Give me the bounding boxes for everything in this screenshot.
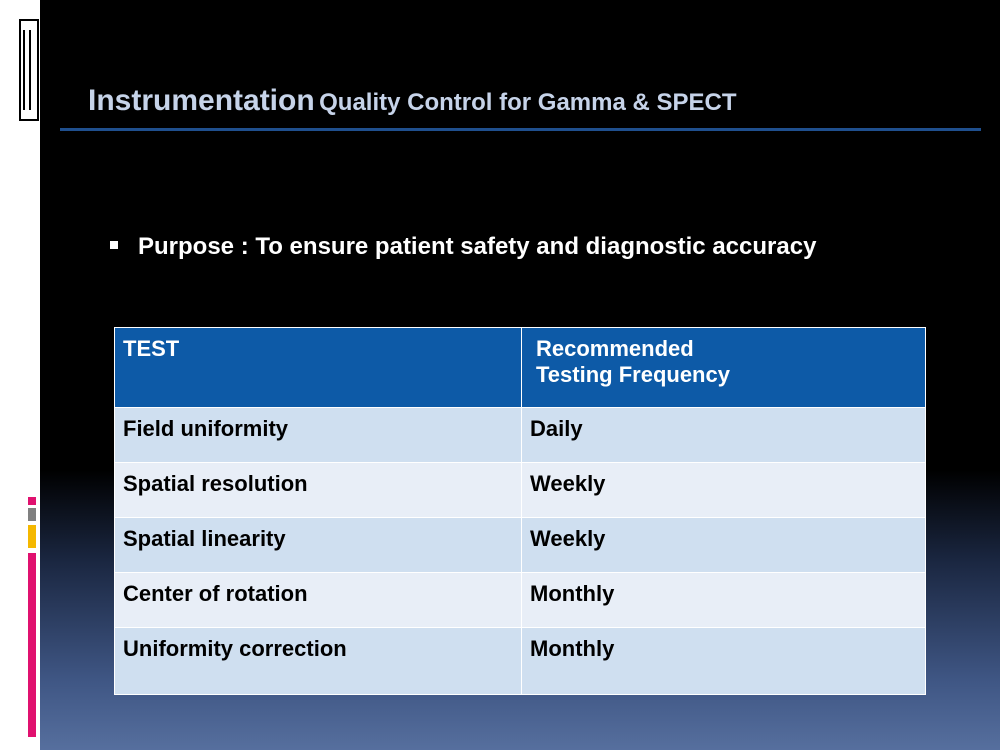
table-cell: Uniformity correction [114,627,522,695]
header-text: TEST [123,336,180,361]
cell-text: Monthly [530,636,615,661]
corner-icon [19,19,39,121]
accent [28,508,36,521]
slide-title: Instrumentation Quality Control for Gamm… [88,84,737,118]
bullet: Purpose : To ensure patient safety and d… [110,233,816,261]
cell-text: Monthly [530,581,615,606]
table-row: Field uniformity Daily [114,407,926,463]
table-cell: Weekly [521,462,926,518]
table-body: Field uniformity Daily Spatial resolution W… [114,407,926,695]
header-line: Testing Frequency [536,362,730,387]
cell-text: Spatial linearity [123,526,286,551]
title-main: Instrumentation [88,84,315,117]
table-row: Uniformity correction Monthly [114,627,926,695]
table-row: Center of rotation Monthly [114,572,926,628]
accent [28,553,36,737]
header-cell: TEST [114,327,522,408]
accent [28,525,36,548]
table-row: Spatial resolution Weekly [114,462,926,518]
qc-table: TEST Recommended Testing Frequency Field u… [114,327,926,695]
header-line: Recommended [536,336,694,361]
cell-text: Uniformity correction [123,636,347,661]
cell-text: Daily [530,416,583,441]
table-cell: Spatial linearity [114,517,522,573]
cell-text: Weekly [530,526,606,551]
cell-text: Field uniformity [123,416,288,441]
cell-text: Spatial resolution [123,471,308,496]
table-cell: Monthly [521,572,926,628]
cell-text: Weekly [530,471,606,496]
title-sub: Quality Control for Gamma & SPECT [319,89,737,116]
table-row: Spatial linearity Weekly [114,517,926,573]
cell-text: Center of rotation [123,581,308,606]
table-cell: Center of rotation [114,572,522,628]
table-cell: Field uniformity [114,407,522,463]
header-cell: Recommended Testing Frequency [521,327,926,408]
table-cell: Daily [521,407,926,463]
table-cell: Weekly [521,517,926,573]
table-cell: Monthly [521,627,926,695]
title-rule [60,128,981,131]
bullet-text: Purpose : To ensure patient safety and d… [138,233,817,260]
table-cell: Spatial resolution [114,462,522,518]
table-header: TEST Recommended Testing Frequency [114,327,926,408]
accent [28,497,36,505]
header-row: TEST Recommended Testing Frequency [114,327,926,408]
